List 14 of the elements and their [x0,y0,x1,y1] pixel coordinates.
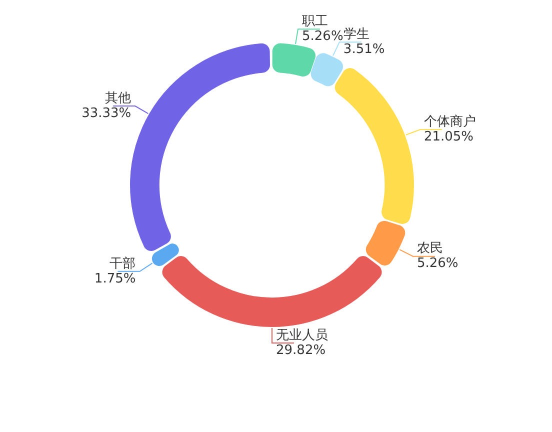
data-label: 5.26% [302,29,344,44]
data-label: 1.75% [94,271,136,286]
data-label: 3.51% [343,42,385,57]
slice-label: 干部 [110,256,136,272]
data-label: 29.82% [276,342,326,358]
data-label: 21.05% [424,129,474,144]
slice-label: 无业人员 [276,328,328,343]
data-label: 5.26% [416,256,458,272]
slice-label: 职工 [302,14,328,30]
slice-label: 个体商户 [424,114,476,130]
slice-label: 农民 [416,241,443,256]
slice-label: 其他 [105,90,132,106]
slice-label: 学生 [343,26,370,42]
data-label: 33.33% [82,106,132,121]
